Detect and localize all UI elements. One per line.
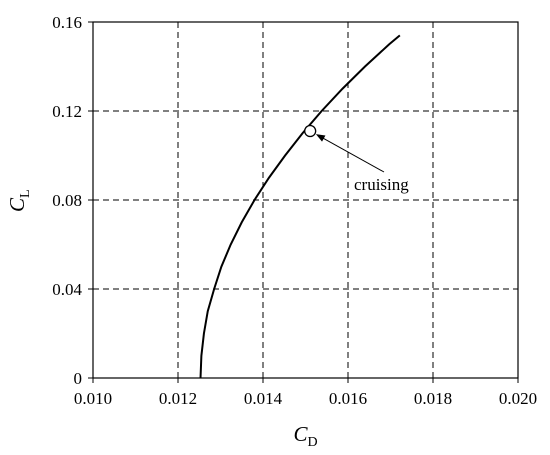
y-tick-label: 0.16 (52, 13, 82, 32)
x-axis-label-main: C (294, 422, 309, 446)
axis-ticks (88, 21, 519, 383)
x-tick-label: 0.020 (499, 389, 537, 408)
y-tick-label: 0.04 (52, 280, 82, 299)
x-tick-label: 0.012 (159, 389, 197, 408)
x-tick-label: 0.016 (329, 389, 367, 408)
x-axis-label: CD (294, 422, 318, 450)
y-tick-labels: 0 0.04 0.08 0.12 0.16 (52, 13, 82, 388)
drag-polar-curve (199, 34, 401, 379)
cruising-arrow (320, 136, 385, 173)
y-tick-label: 0.08 (52, 191, 82, 210)
cruising-annotation: cruising (354, 175, 409, 194)
cruising-arrowhead (315, 134, 326, 142)
y-tick-label: 0.12 (52, 102, 82, 121)
grid-lines (93, 22, 518, 378)
x-tick-label: 0.014 (244, 389, 283, 408)
y-axis-label-subscript: L (18, 189, 33, 198)
x-tick-label: 0.010 (74, 389, 112, 408)
y-axis-label: CL (5, 189, 33, 212)
x-axis-label-subscript: D (308, 435, 318, 450)
x-tick-labels: 0.010 0.012 0.014 0.016 0.018 0.020 (74, 389, 537, 408)
cruising-point-marker (304, 124, 317, 138)
y-axis-label-main: C (5, 197, 29, 212)
x-tick-label: 0.018 (414, 389, 452, 408)
y-tick-label: 0 (74, 369, 83, 388)
